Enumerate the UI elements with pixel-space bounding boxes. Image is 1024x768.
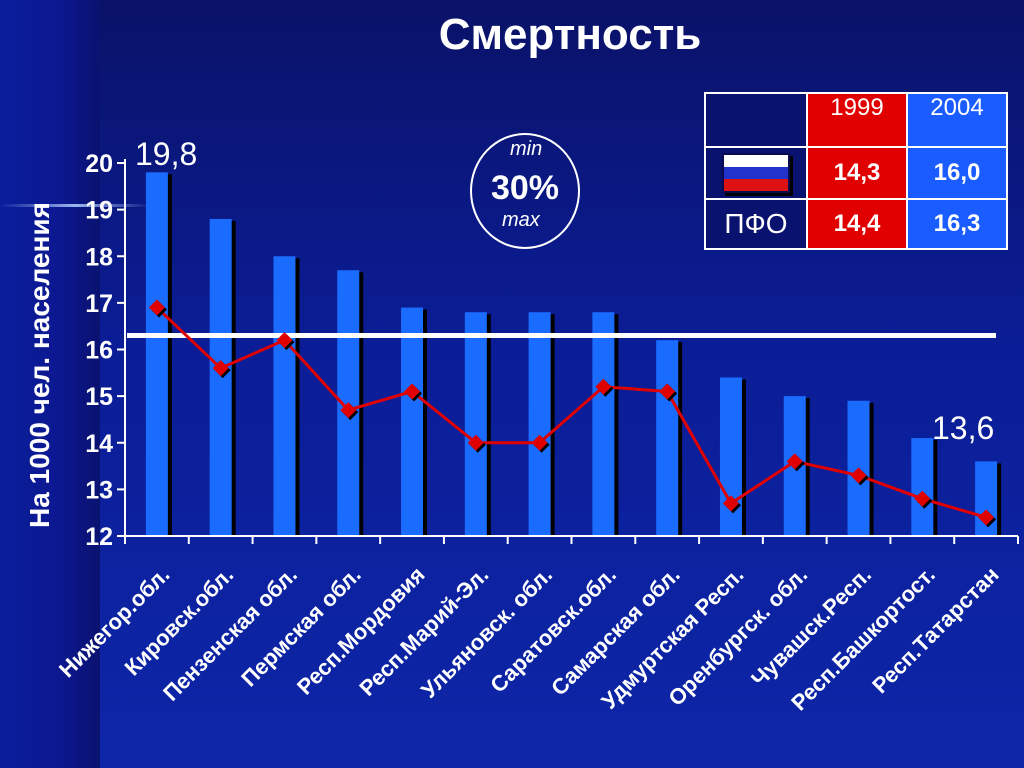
y-tick-label: 13 [85,476,113,504]
line-point [914,490,931,507]
bar [209,218,232,536]
russia-row-label [704,146,808,200]
y-tick-label: 18 [85,243,113,271]
max-label: max [502,209,540,231]
table-header-row: 1999 2004 [704,92,1008,148]
pfo-1999-value: 14,4 [806,198,908,250]
y-tick-label: 17 [85,290,113,318]
table-row: 14,3 16,0 [704,146,1008,200]
russia-flag-icon [722,153,790,193]
y-tick-label: 16 [85,337,113,365]
series-line [155,306,987,519]
min-label: min [510,138,543,160]
table-row: ПФО 14,4 16,3 [704,198,1008,250]
line-point [595,378,612,395]
x-tick-label: Кировск.обл. [120,562,239,681]
bar [592,312,615,536]
y-tick-label: 19 [85,197,113,225]
max-value-annotation: 19,8 [135,136,198,172]
min-max-circle: min 30% max [470,133,580,249]
line-point [850,467,867,484]
line-point [148,299,165,316]
min-value-annotation: 13,6 [932,410,995,446]
year-1999-header: 1999 [806,92,908,148]
bar [656,340,679,536]
comparison-table: 1999 2004 14,3 16,0 ПФО 14,4 16,3 [704,92,1008,250]
line-point [659,383,676,400]
line-point [212,360,229,377]
y-tick-label: 20 [85,150,113,178]
line-point [467,434,484,451]
line-point [531,434,548,451]
line-point [786,453,803,470]
pfo-row-label: ПФО [704,198,808,250]
russia-1999-value: 14,3 [806,146,908,200]
bar [528,312,551,536]
y-tick-label: 14 [85,430,113,458]
bar [719,377,742,536]
russia-2004-value: 16,0 [906,146,1008,200]
bar [401,307,424,536]
bar [911,438,934,536]
x-tick-label: Нижегор.обл. [54,562,174,682]
background-left-panel [0,0,100,768]
pfo-2004-value: 16,3 [906,198,1008,250]
slide-title: Смертность [438,10,702,59]
bar [464,312,487,536]
line-point [276,332,293,349]
y-tick-label: 12 [85,523,113,551]
bar [273,256,296,536]
line-point [340,402,357,419]
line-point [404,383,421,400]
line-point [978,509,995,526]
percent-label: 30% [490,169,560,207]
year-2004-header: 2004 [906,92,1008,148]
line-point [722,495,739,512]
y-tick-label: 15 [85,383,113,411]
decorative-glow-line [0,204,150,207]
bar [145,172,168,536]
table-corner-cell [704,92,808,148]
